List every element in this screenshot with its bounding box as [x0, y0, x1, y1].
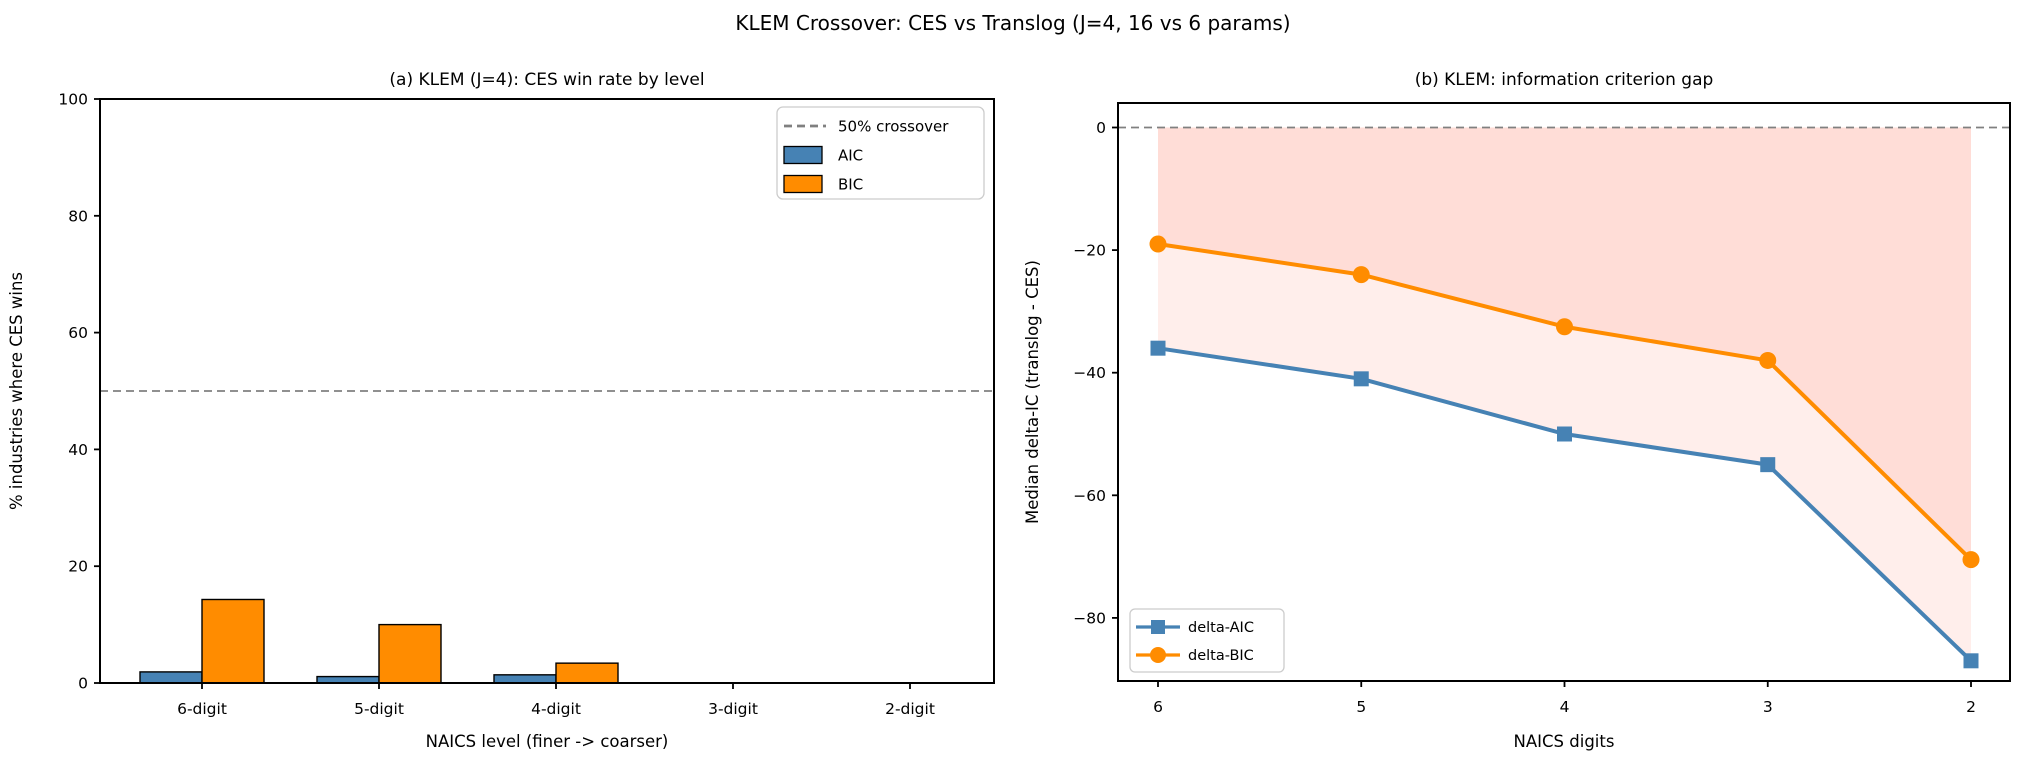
- y-tick-label: 0: [78, 675, 88, 693]
- x-tick-label: 3-digit: [708, 700, 758, 718]
- panel-a-legend: 50% crossover AIC BIC: [776, 106, 985, 200]
- legend-swatch-bic: [783, 174, 823, 194]
- figure-suptitle: KLEM Crossover: CES vs Translog (J=4, 16…: [735, 11, 1290, 35]
- x-tick-label: 5: [1356, 698, 1366, 716]
- marker-delta-bic-4: [1556, 318, 1573, 336]
- y-tick-label: 60: [68, 324, 88, 342]
- fill-bic-to-aic: [1158, 243, 1971, 661]
- marker-delta-aic-5: [1353, 371, 1369, 387]
- panel-a-title: (a) KLEM (J=4): CES win rate by level: [389, 70, 704, 90]
- bar-aic-4-digit: [493, 674, 557, 684]
- x-tick-label: 5-digit: [354, 700, 404, 718]
- y-tick-label: 40: [68, 441, 88, 459]
- bar-aic-6-digit: [139, 671, 203, 684]
- bar-bic-5-digit: [378, 623, 442, 684]
- marker-delta-bic-3: [1759, 351, 1777, 369]
- x-tick-label: 4: [1560, 698, 1570, 716]
- marker-delta-bic-5: [1352, 266, 1370, 284]
- marker-delta-aic-4: [1557, 426, 1572, 442]
- x-tick-label: 6-digit: [177, 700, 227, 718]
- x-tick-label: 3: [1763, 698, 1773, 716]
- marker-delta-aic-3: [1760, 457, 1776, 473]
- marker-delta-aic-2: [1963, 653, 1979, 669]
- legend-marker-bic: [1150, 647, 1166, 663]
- panel-b-xlabel: NAICS digits: [1514, 732, 1615, 751]
- x-tick-label: 6: [1153, 698, 1163, 716]
- y-tick-label: 20: [68, 558, 88, 576]
- legend-marker-aic: [1151, 620, 1165, 634]
- panel-a-ylabel: % industries where CES wins: [7, 272, 26, 510]
- x-tick-label: 4-digit: [531, 700, 581, 718]
- y-tick-label: −20: [1073, 242, 1106, 260]
- panel-b-legend: delta-AIC delta-BIC: [1129, 608, 1285, 673]
- panel-a-axes-frame: [99, 98, 995, 684]
- y-tick-label: −40: [1073, 364, 1106, 382]
- legend-label-crossover: 50% crossover: [838, 118, 949, 136]
- y-tick-label: −60: [1073, 487, 1106, 505]
- bar-bic-4-digit: [555, 662, 619, 684]
- y-tick-label: −80: [1073, 609, 1106, 627]
- panel-b: 0 −20 −40 −60 −80 6 5 4 3 2 (b) KLEM: information …: [1023, 70, 2011, 751]
- x-tick-label: 2-digit: [885, 700, 935, 718]
- marker-delta-bic-6: [1149, 235, 1167, 253]
- panel-a-xlabel: NAICS level (finer -> coarser): [426, 732, 669, 751]
- marker-delta-bic-2: [1962, 551, 1980, 569]
- panel-b-title: (b) KLEM: information criterion gap: [1415, 70, 1714, 90]
- legend-label-delta-bic: delta-BIC: [1188, 648, 1254, 664]
- legend-label-delta-aic: delta-AIC: [1188, 620, 1254, 636]
- legend-label-aic: AIC: [838, 147, 863, 165]
- y-tick-label: 0: [1096, 119, 1106, 137]
- legend-swatch-aic: [783, 145, 823, 165]
- y-tick-label: 100: [58, 91, 88, 109]
- panel-a-legend-box: [776, 106, 985, 200]
- y-tick-label: 80: [68, 207, 88, 225]
- panel-b-ylabel: Median delta-IC (translog - CES): [1023, 260, 1042, 524]
- marker-delta-aic-6: [1150, 340, 1166, 356]
- panel-a: 0 20 40 60 80 100 6-digit 5-digit 4-digit 3-digit…: [7, 70, 995, 751]
- legend-label-bic: BIC: [838, 176, 863, 194]
- x-tick-label: 2: [1966, 698, 1976, 716]
- bar-bic-6-digit: [201, 598, 265, 684]
- fill-zero-to-bic: [1158, 127, 1971, 560]
